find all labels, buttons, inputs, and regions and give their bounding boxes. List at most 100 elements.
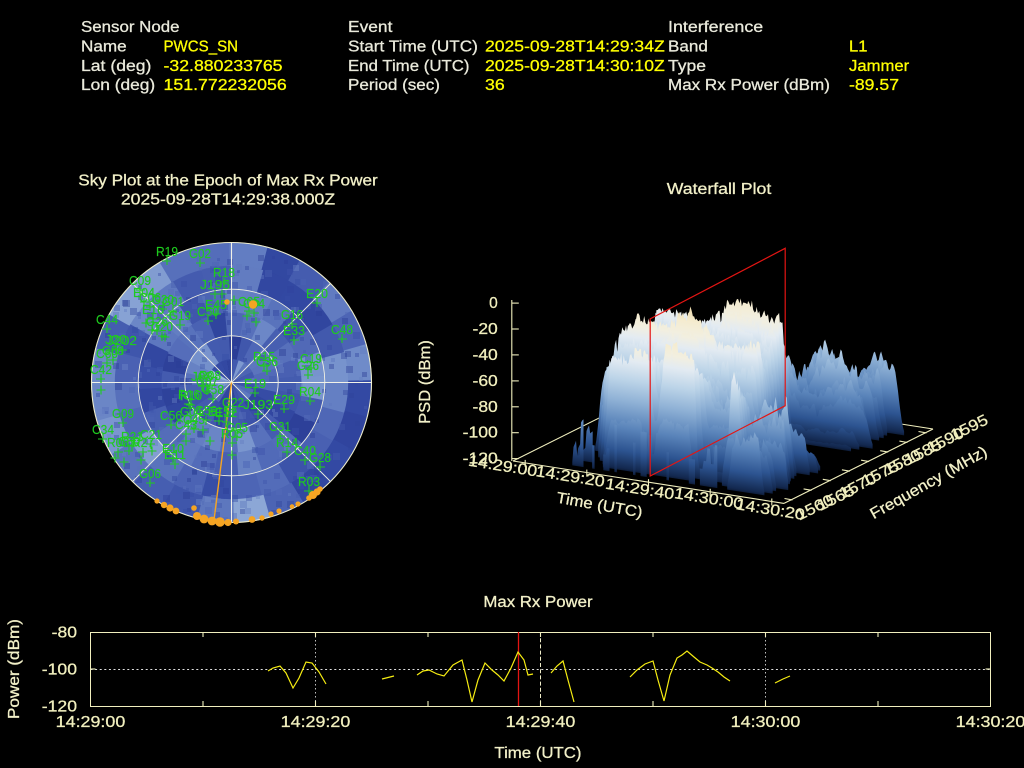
svg-text:Name: Name bbox=[81, 39, 127, 56]
svg-text:End Time (UTC): End Time (UTC) bbox=[348, 58, 470, 75]
svg-text:E11: E11 bbox=[164, 448, 186, 462]
svg-text:C44: C44 bbox=[96, 313, 118, 327]
svg-text:-80: -80 bbox=[473, 399, 499, 416]
svg-text:J195: J195 bbox=[200, 278, 230, 292]
svg-text:Waterfall Plot: Waterfall Plot bbox=[667, 181, 772, 198]
svg-text:E12: E12 bbox=[215, 406, 237, 420]
svg-text:C56: C56 bbox=[160, 409, 182, 423]
svg-text:C06: C06 bbox=[139, 291, 161, 305]
svg-text:E15: E15 bbox=[208, 405, 230, 419]
svg-text:Band: Band bbox=[668, 39, 708, 56]
svg-text:Interference: Interference bbox=[668, 19, 763, 36]
svg-text:E16: E16 bbox=[142, 303, 164, 317]
svg-text:-120: -120 bbox=[463, 451, 499, 468]
svg-text:C48: C48 bbox=[331, 323, 353, 337]
svg-text:Lat (deg): Lat (deg) bbox=[81, 58, 151, 75]
svg-text:C09: C09 bbox=[129, 274, 151, 288]
svg-text:C40: C40 bbox=[294, 444, 316, 458]
svg-text:C19: C19 bbox=[300, 352, 322, 366]
svg-text:-20: -20 bbox=[473, 321, 499, 338]
svg-text:R15: R15 bbox=[253, 350, 275, 364]
svg-text:C43: C43 bbox=[175, 418, 197, 432]
svg-text:C45: C45 bbox=[183, 413, 205, 427]
svg-text:G06: G06 bbox=[139, 467, 161, 481]
svg-text:G09: G09 bbox=[112, 407, 134, 421]
svg-text:R10: R10 bbox=[180, 389, 202, 403]
svg-text:E04: E04 bbox=[133, 286, 155, 300]
svg-text:14:29:20: 14:29:20 bbox=[281, 714, 351, 731]
svg-text:-120: -120 bbox=[42, 699, 78, 716]
svg-text:14:29:00: 14:29:00 bbox=[56, 714, 126, 731]
svg-text:R21: R21 bbox=[121, 430, 143, 444]
svg-text:Lon (deg): Lon (deg) bbox=[81, 77, 155, 94]
svg-text:G19: G19 bbox=[169, 309, 191, 323]
svg-text:2025-09-28T14:29:38.000Z: 2025-09-28T14:29:38.000Z bbox=[121, 192, 335, 209]
svg-text:G02: G02 bbox=[189, 247, 211, 261]
svg-text:R19: R19 bbox=[156, 245, 178, 259]
svg-text:G01: G01 bbox=[162, 295, 184, 309]
svg-text:C50: C50 bbox=[118, 435, 140, 449]
svg-text:J193: J193 bbox=[243, 398, 273, 412]
svg-text:R16: R16 bbox=[178, 388, 200, 402]
svg-text:Time (UTC): Time (UTC) bbox=[494, 745, 581, 762]
svg-text:G31: G31 bbox=[269, 420, 291, 434]
svg-text:C60: C60 bbox=[96, 347, 118, 361]
svg-text:C36: C36 bbox=[256, 355, 278, 369]
svg-text:E10: E10 bbox=[162, 442, 184, 456]
svg-text:C58: C58 bbox=[202, 383, 224, 397]
svg-text:G20: G20 bbox=[151, 320, 173, 334]
svg-text:G26: G26 bbox=[297, 359, 319, 373]
svg-text:R14: R14 bbox=[276, 436, 298, 450]
svg-text:151.772232056: 151.772232056 bbox=[164, 77, 287, 94]
svg-text:-89.57: -89.57 bbox=[849, 77, 899, 94]
svg-text:Jammer: Jammer bbox=[849, 58, 909, 75]
svg-text:E33: E33 bbox=[283, 324, 305, 338]
svg-text:Max Rx Power (dBm): Max Rx Power (dBm) bbox=[668, 77, 830, 94]
svg-text:Sensor Node: Sensor Node bbox=[81, 19, 180, 36]
svg-text:-100: -100 bbox=[42, 662, 78, 679]
svg-text:R03: R03 bbox=[298, 475, 320, 489]
svg-text:G28: G28 bbox=[309, 451, 331, 465]
svg-text:C42: C42 bbox=[90, 363, 112, 377]
svg-text:-40: -40 bbox=[473, 347, 499, 364]
svg-text:-80: -80 bbox=[52, 625, 78, 642]
svg-text:-100: -100 bbox=[463, 425, 499, 442]
svg-text:C34: C34 bbox=[92, 423, 114, 437]
svg-text:E29: E29 bbox=[273, 393, 295, 407]
svg-text:J08: J08 bbox=[191, 370, 213, 384]
svg-text:C21: C21 bbox=[140, 428, 162, 442]
svg-text:2025-09-28T14:30:10Z: 2025-09-28T14:30:10Z bbox=[485, 58, 665, 75]
svg-text:Power (dBm): Power (dBm) bbox=[6, 619, 23, 719]
svg-text:R04: R04 bbox=[299, 385, 321, 399]
svg-text:R05: R05 bbox=[221, 427, 243, 441]
svg-text:L1: L1 bbox=[849, 39, 868, 56]
svg-text:Max Rx Power: Max Rx Power bbox=[483, 594, 592, 611]
svg-text:R08: R08 bbox=[199, 369, 221, 383]
svg-text:J202: J202 bbox=[107, 334, 137, 348]
svg-text:E45: E45 bbox=[205, 298, 227, 312]
svg-text:C50: C50 bbox=[197, 305, 219, 319]
svg-text:36: 36 bbox=[485, 77, 505, 94]
svg-text:2025-09-28T14:29:34Z: 2025-09-28T14:29:34Z bbox=[485, 39, 665, 56]
svg-text:R06: R06 bbox=[107, 436, 129, 450]
svg-text:Start Time (UTC): Start Time (UTC) bbox=[348, 39, 478, 56]
svg-text:R18: R18 bbox=[213, 266, 235, 280]
svg-text:Period (sec): Period (sec) bbox=[348, 77, 440, 94]
svg-text:0: 0 bbox=[489, 295, 498, 312]
svg-text:Event: Event bbox=[348, 19, 393, 36]
svg-text:R27: R27 bbox=[132, 436, 154, 450]
svg-text:E19: E19 bbox=[244, 377, 266, 391]
svg-text:-60: -60 bbox=[473, 373, 499, 390]
svg-text:G16: G16 bbox=[281, 308, 303, 322]
svg-text:G05: G05 bbox=[226, 421, 248, 435]
svg-text:14:29:40: 14:29:40 bbox=[506, 714, 576, 731]
svg-text:PSD (dBm): PSD (dBm) bbox=[417, 340, 434, 424]
svg-text:PWCS_SN: PWCS_SN bbox=[164, 39, 239, 56]
svg-text:E20: E20 bbox=[306, 287, 328, 301]
svg-text:G07: G07 bbox=[196, 375, 218, 389]
svg-text:-32.880233765: -32.880233765 bbox=[164, 58, 283, 75]
svg-text:Sky Plot at the Epoch of Max R: Sky Plot at the Epoch of Max Rx Power bbox=[78, 173, 378, 190]
svg-text:14:30:00: 14:30:00 bbox=[731, 714, 801, 731]
svg-text:G30: G30 bbox=[152, 293, 174, 307]
svg-text:G04: G04 bbox=[180, 405, 202, 419]
